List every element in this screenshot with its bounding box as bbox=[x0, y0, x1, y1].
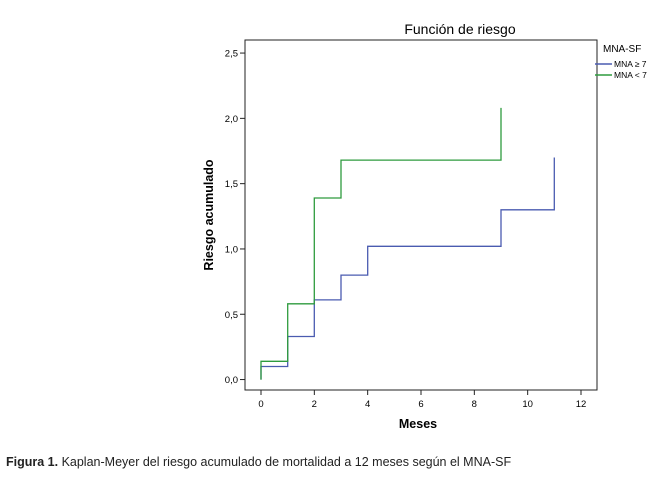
y-tick-label: 1,5 bbox=[225, 179, 238, 190]
series-layer bbox=[260, 107, 555, 380]
y-axis-title: Riesgo acumulado bbox=[202, 159, 216, 270]
legend-title: MNA-SF bbox=[603, 44, 641, 55]
x-tick-label: 4 bbox=[365, 399, 370, 410]
y-tick-label: 0,5 bbox=[225, 310, 238, 321]
legend-label: MNA < 7 bbox=[614, 70, 647, 80]
x-tick-label: 2 bbox=[312, 399, 317, 410]
x-axis-title: Meses bbox=[399, 417, 437, 431]
x-tick-label: 8 bbox=[472, 399, 477, 410]
x-tick-label: 6 bbox=[418, 399, 423, 410]
plot-area bbox=[244, 39, 598, 391]
caption-text: Kaplan-Meyer del riesgo acumulado de mor… bbox=[58, 455, 512, 469]
figure-caption: Figura 1. Kaplan-Meyer del riesgo acumul… bbox=[6, 455, 511, 469]
y-tick-label: 0,0 bbox=[225, 375, 238, 386]
y-axis: 0,0 0,5 1,0 1,5 2,0 2,5 bbox=[225, 49, 245, 386]
x-axis: 0 2 4 6 8 10 12 bbox=[258, 390, 586, 410]
x-tick-label: 0 bbox=[258, 399, 263, 410]
caption-label: Figura 1. bbox=[6, 455, 59, 469]
y-tick-label: 2,5 bbox=[225, 49, 238, 60]
chart: Función de riesgo 0,0 0,5 1,0 1,5 2,0 2,5 0 2 4… bbox=[202, 21, 647, 431]
series-line-2 bbox=[260, 107, 502, 380]
x-tick-label: 12 bbox=[576, 399, 587, 410]
y-tick-label: 2,0 bbox=[225, 114, 238, 125]
chart-title: Función de riesgo bbox=[404, 21, 516, 37]
y-tick-label: 1,0 bbox=[225, 244, 238, 255]
x-tick-label: 10 bbox=[522, 399, 533, 410]
legend-label: MNA ≥ 7 bbox=[614, 59, 647, 69]
